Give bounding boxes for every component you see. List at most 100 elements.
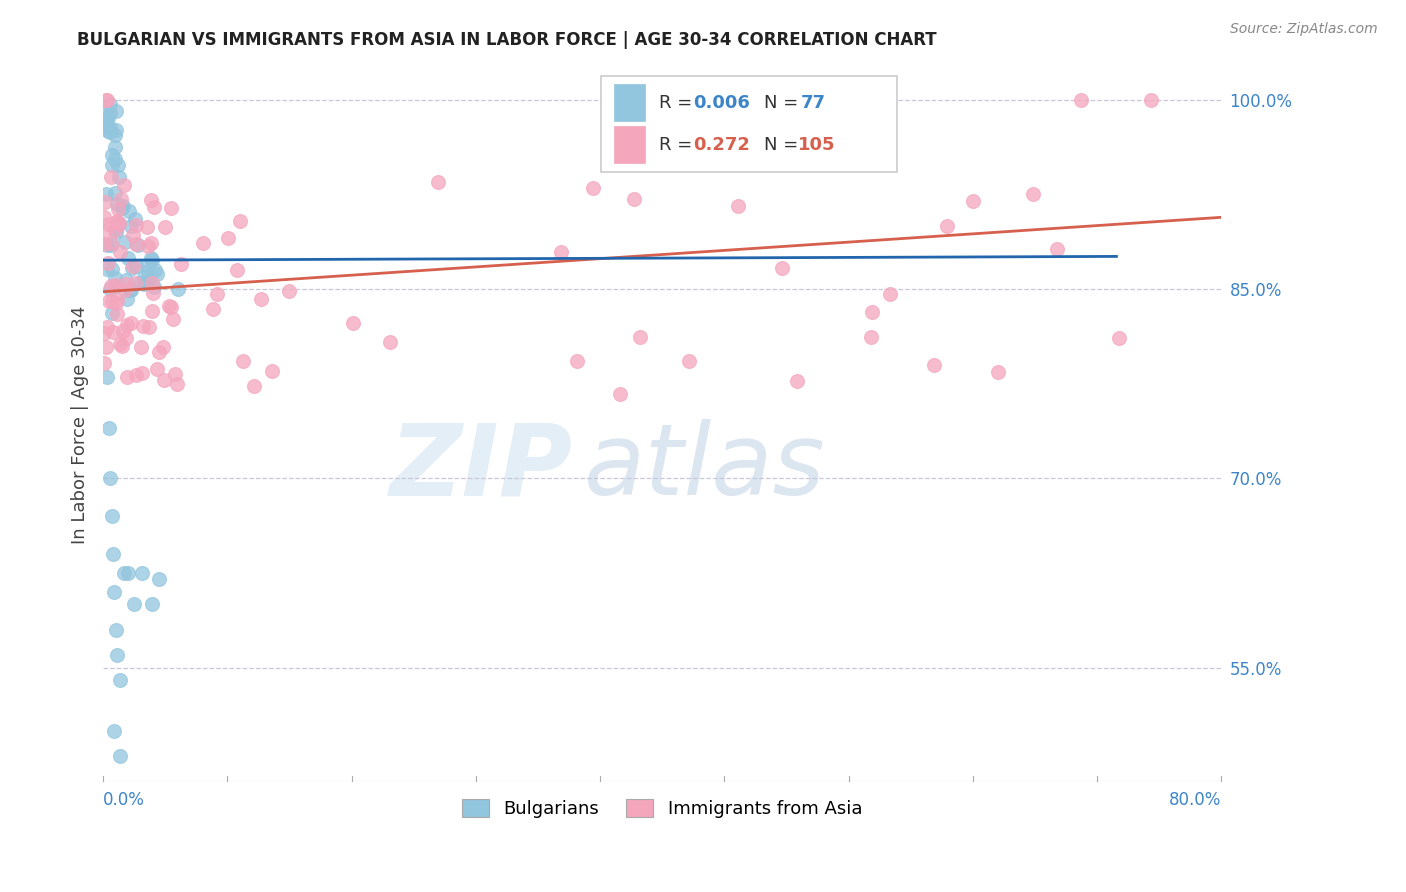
Point (105, 221, 128, 235)
Point (628, 330, 651, 344)
Point (108, 673, 131, 687)
Point (108, 216, 131, 230)
Point (103, 585, 125, 599)
Point (94, 113, 117, 128)
Point (936, 219, 959, 234)
Point (112, 178, 135, 192)
Point (609, 386, 631, 401)
Point (101, 547, 124, 561)
Point (962, 194, 984, 209)
Point (100, 509, 122, 524)
Point (117, 251, 139, 265)
Point (342, 317, 364, 331)
Point (94, 103, 117, 118)
Point (121, 260, 143, 275)
Point (98, 471, 121, 485)
Point (132, 318, 155, 333)
Point (96, 262, 118, 277)
Text: ZIP: ZIP (389, 419, 572, 516)
Point (141, 253, 163, 268)
Point (100, 279, 122, 293)
Point (100, 236, 122, 251)
Point (167, 281, 190, 295)
Point (550, 245, 572, 260)
Point (125, 237, 148, 252)
Point (162, 311, 184, 326)
Point (94, 224, 117, 238)
Text: BULGARIAN VS IMMIGRANTS FROM ASIA IN LABOR FORCE | AGE 30-34 CORRELATION CHART: BULGARIAN VS IMMIGRANTS FROM ASIA IN LAB… (77, 31, 936, 49)
Point (105, 214, 128, 228)
Point (136, 238, 159, 252)
Point (136, 219, 159, 234)
Point (623, 192, 645, 206)
Point (1046, 242, 1069, 256)
Point (107, 158, 129, 172)
Point (143, 200, 166, 214)
Text: 80.0%: 80.0% (1168, 791, 1222, 809)
Point (105, 279, 128, 293)
Point (96, 113, 118, 128)
Point (138, 320, 160, 334)
Point (107, 202, 129, 217)
Point (93, 326, 115, 340)
Point (98, 282, 121, 296)
Point (108, 244, 131, 259)
Point (145, 267, 167, 281)
Point (141, 598, 163, 612)
Point (987, 366, 1010, 380)
Point (93, 211, 115, 225)
Point (727, 199, 749, 213)
Point (94, 341, 117, 355)
Point (860, 305, 883, 319)
Point (163, 367, 186, 381)
Point (97, 421, 120, 435)
Point (128, 277, 150, 291)
Point (565, 354, 588, 368)
Point (127, 238, 149, 252)
Point (120, 283, 142, 297)
Point (148, 572, 170, 586)
Point (125, 259, 148, 273)
Point (105, 196, 128, 211)
Point (94, 93, 117, 107)
Point (202, 301, 225, 316)
Point (772, 261, 794, 276)
Point (93, 356, 115, 370)
Bar (614, 127, 645, 163)
Point (250, 292, 273, 306)
Bar (614, 84, 645, 121)
Point (217, 231, 239, 245)
Point (136, 275, 159, 289)
Point (114, 235, 136, 249)
Point (96, 370, 118, 384)
Point (124, 276, 146, 290)
Point (159, 300, 181, 314)
Point (132, 277, 155, 291)
Text: N =: N = (763, 94, 804, 112)
Point (148, 344, 170, 359)
Point (141, 276, 163, 290)
Point (105, 307, 128, 321)
Point (110, 192, 132, 206)
Point (105, 648, 128, 662)
Point (93, 237, 115, 252)
Point (115, 292, 138, 306)
Text: R =: R = (659, 94, 697, 112)
Point (111, 339, 134, 353)
Point (922, 359, 945, 373)
Y-axis label: In Labor Force | Age 30-34: In Labor Force | Age 30-34 (72, 306, 89, 544)
Point (159, 201, 181, 215)
Point (111, 202, 134, 216)
Point (101, 158, 124, 172)
Point (426, 175, 449, 189)
Text: 0.006: 0.006 (693, 94, 751, 112)
Point (124, 212, 146, 227)
Point (205, 287, 228, 301)
Point (143, 262, 166, 277)
Point (786, 374, 808, 388)
Point (124, 219, 146, 233)
Point (132, 269, 155, 284)
Point (96, 238, 118, 252)
Point (114, 273, 136, 287)
Point (136, 259, 159, 273)
